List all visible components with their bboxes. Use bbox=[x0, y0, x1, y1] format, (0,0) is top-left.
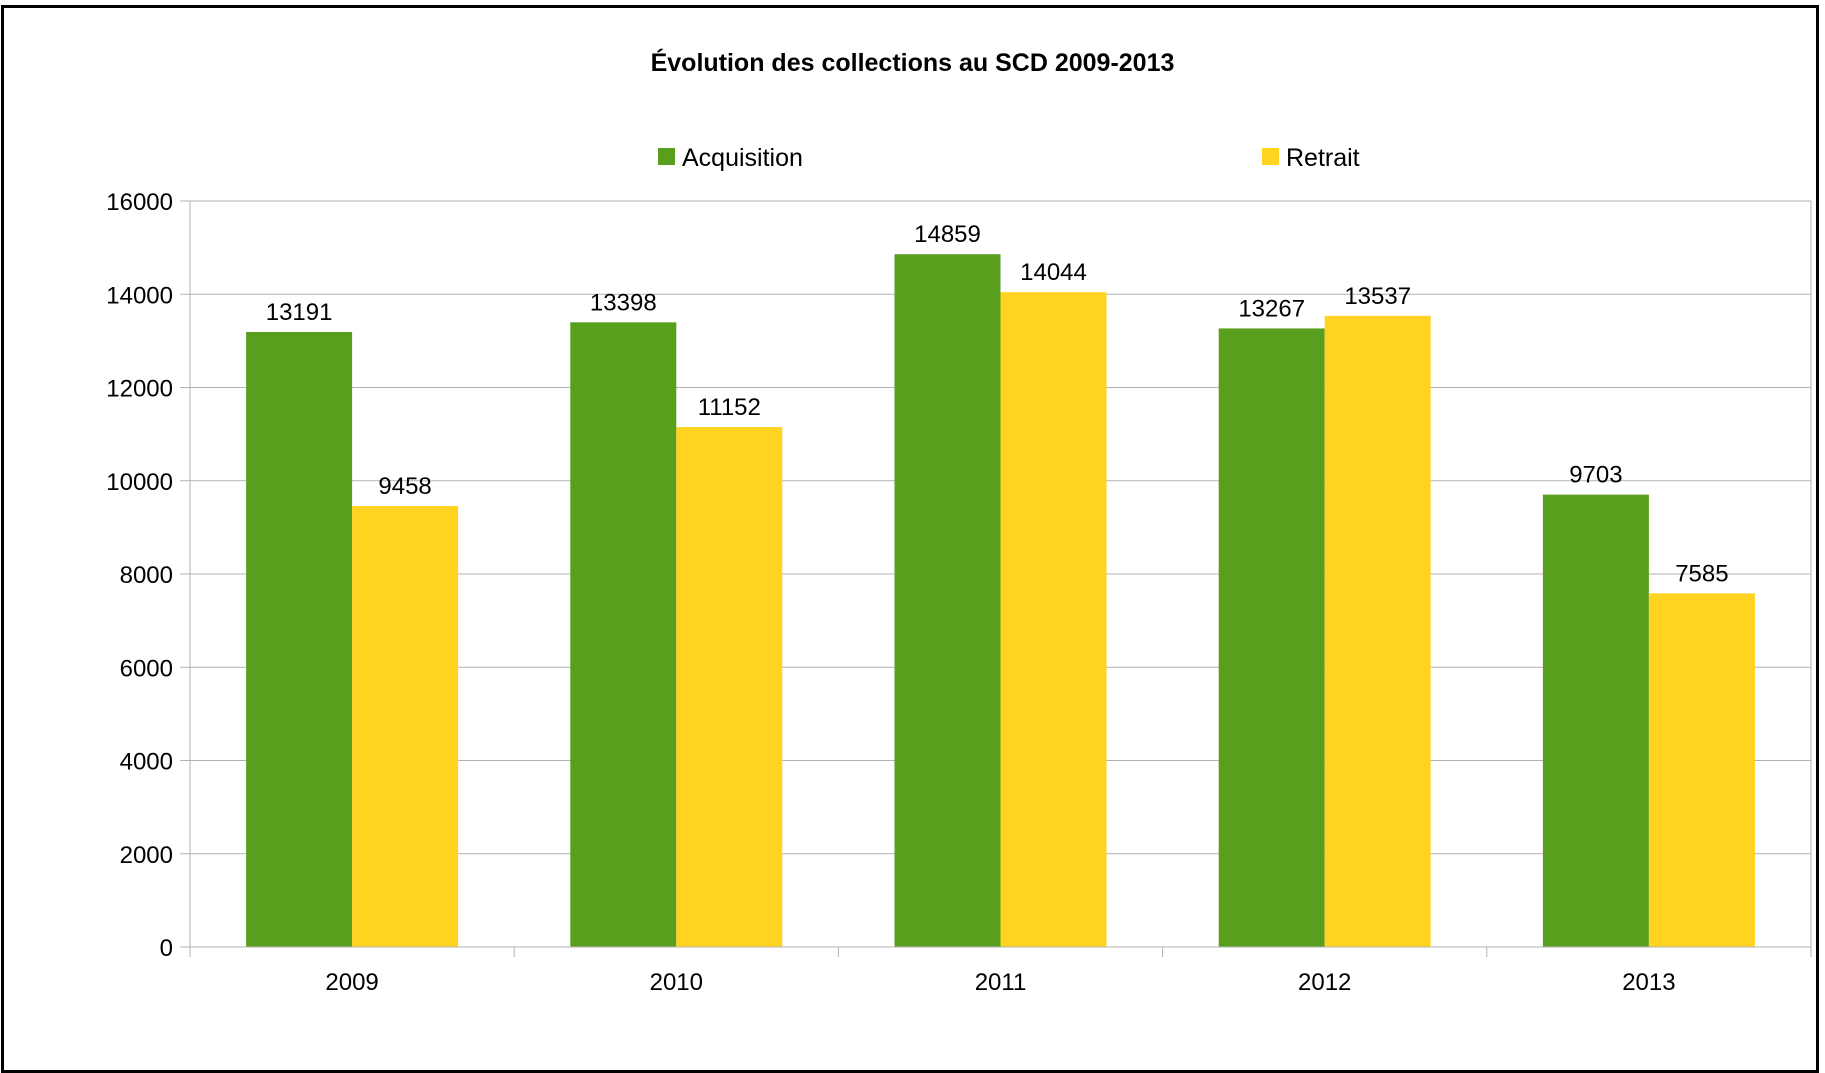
y-tick-label-14000: 14000 bbox=[106, 282, 173, 309]
y-tick-label-16000: 16000 bbox=[106, 189, 173, 216]
data-label-acquisition-2010: 13398 bbox=[590, 289, 657, 316]
data-label-retrait-2012: 13537 bbox=[1344, 283, 1411, 310]
y-tick-label-12000: 12000 bbox=[106, 376, 173, 403]
data-label-acquisition-2009: 13191 bbox=[266, 299, 333, 326]
data-label-acquisition-2013: 9703 bbox=[1569, 462, 1622, 489]
bar-acquisition-2009[interactable] bbox=[246, 331, 353, 948]
y-tick-label-6000: 6000 bbox=[120, 655, 173, 682]
bar-retrait-2013[interactable] bbox=[1648, 593, 1755, 947]
y-tick-label-4000: 4000 bbox=[120, 749, 173, 776]
bar-retrait-2010[interactable] bbox=[676, 427, 783, 948]
x-tick-label-2013: 2013 bbox=[1622, 969, 1675, 996]
x-tick-label-2009: 2009 bbox=[325, 969, 378, 996]
legend-swatch-retrait bbox=[1262, 148, 1279, 165]
data-label-retrait-2013: 7585 bbox=[1675, 560, 1728, 587]
bar-acquisition-2010[interactable] bbox=[570, 322, 677, 947]
data-label-acquisition-2012: 13267 bbox=[1238, 295, 1305, 322]
bar-acquisition-2012[interactable] bbox=[1218, 328, 1325, 947]
y-tick-label-0: 0 bbox=[160, 935, 173, 962]
chart-title: Évolution des collections au SCD 2009-20… bbox=[650, 49, 1175, 77]
y-tick-label-8000: 8000 bbox=[120, 562, 173, 589]
x-tick-label-2012: 2012 bbox=[1298, 969, 1351, 996]
legend-swatch-acquisition bbox=[658, 148, 675, 165]
y-tick-label-10000: 10000 bbox=[106, 469, 173, 496]
data-label-retrait-2009: 9458 bbox=[378, 473, 431, 500]
x-tick-label-2010: 2010 bbox=[650, 969, 703, 996]
bar-retrait-2012[interactable] bbox=[1324, 315, 1431, 947]
legend-label-acquisition: Acquisition bbox=[682, 144, 803, 172]
data-label-acquisition-2011: 14859 bbox=[914, 221, 981, 248]
bar-acquisition-2013[interactable] bbox=[1542, 494, 1649, 947]
x-tick-label-2011: 2011 bbox=[975, 969, 1027, 996]
bar-retrait-2009[interactable] bbox=[352, 506, 459, 947]
bar-retrait-2011[interactable] bbox=[1000, 292, 1107, 947]
y-tick-label-2000: 2000 bbox=[120, 842, 173, 869]
data-label-retrait-2011: 14044 bbox=[1020, 259, 1087, 286]
data-label-retrait-2010: 11152 bbox=[698, 394, 761, 421]
bar-acquisition-2011[interactable] bbox=[894, 254, 1001, 948]
legend-label-retrait: Retrait bbox=[1286, 144, 1360, 172]
